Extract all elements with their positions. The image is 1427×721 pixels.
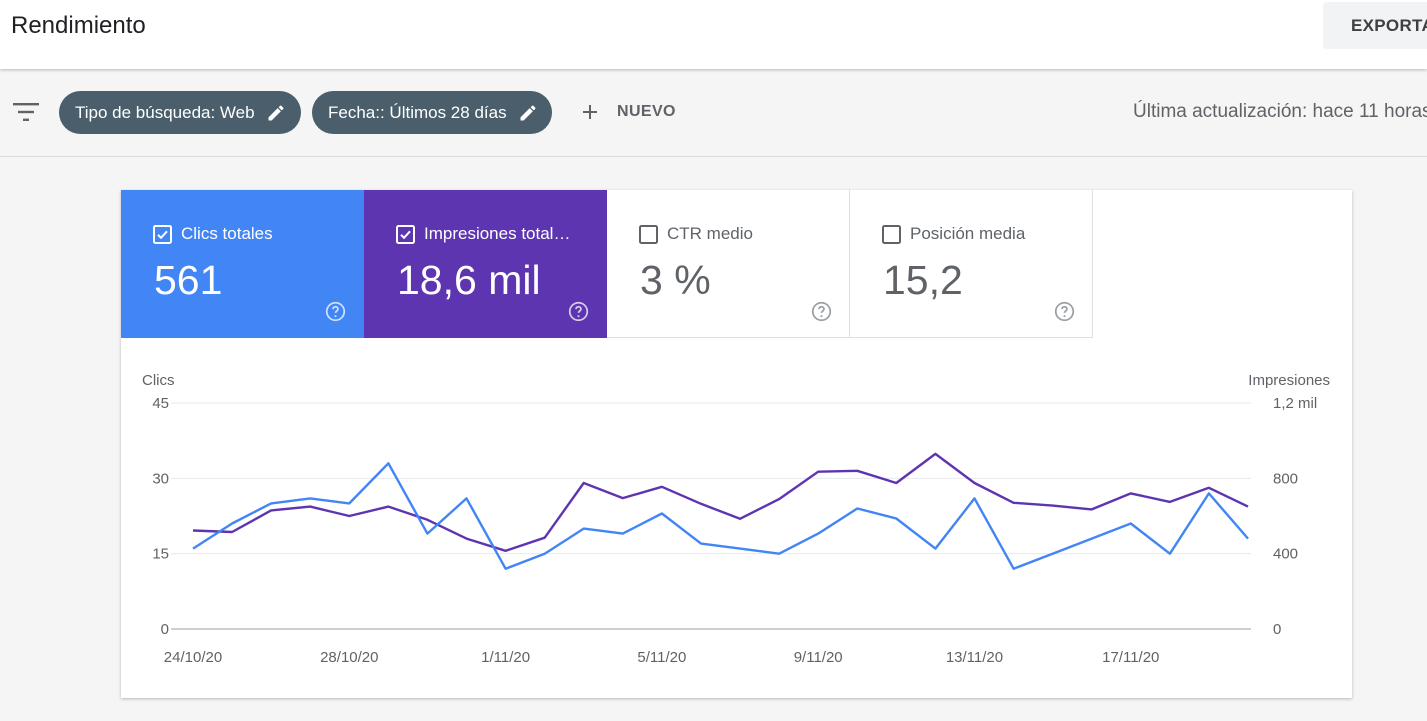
- metric-label: Posición media: [910, 224, 1026, 243]
- x-tick-label: 9/11/20: [794, 649, 843, 666]
- y2-axis-title: Impresiones: [1248, 372, 1330, 389]
- export-label: EXPORTAR: [1351, 15, 1427, 35]
- checkbox-checked-icon[interactable]: [396, 224, 415, 244]
- y2-tick-label: 1,2 mil: [1273, 395, 1317, 412]
- x-tick-label: 13/11/20: [946, 649, 1003, 666]
- help-icon[interactable]: [568, 301, 589, 322]
- performance-card: Clics totales 561 Impresiones total… 18,…: [121, 190, 1352, 698]
- metric-header: Impresiones total…: [396, 224, 570, 244]
- metric-header: Clics totales: [153, 224, 273, 244]
- impressions-series-line: [192, 452, 1249, 552]
- chip-label: Tipo de búsqueda: Web: [75, 102, 255, 122]
- new-filter-button[interactable]: NUEVO: [578, 100, 676, 124]
- top-header: Rendimiento EXPORTAR: [0, 0, 1427, 69]
- y-tick-label: 45: [152, 395, 169, 412]
- performance-chart[interactable]: Clics Impresiones 0 15 30 45 0 400 800 1,2 mil…: [121, 190, 1352, 698]
- metric-label: CTR medio: [667, 224, 753, 243]
- x-axis-ticks: 24/10/20 28/10/20 1/11/20 5/11/20 9/11/20 13/…: [164, 649, 1160, 666]
- pencil-icon: [520, 104, 536, 120]
- metric-total-clicks[interactable]: Clics totales 561: [121, 190, 364, 338]
- metric-label: Clics totales: [181, 224, 273, 243]
- checkbox-unchecked-icon[interactable]: [639, 224, 658, 244]
- date-filter-chip[interactable]: Fecha:: Últimos 28 días: [312, 91, 552, 134]
- search-type-filter-chip[interactable]: Tipo de búsqueda: Web: [59, 91, 301, 134]
- x-tick-label: 24/10/20: [164, 649, 222, 666]
- metric-total-impressions[interactable]: Impresiones total… 18,6 mil: [364, 190, 607, 338]
- metric-average-position[interactable]: Posición media 15,2: [850, 190, 1093, 338]
- checkbox-checked-icon[interactable]: [153, 224, 172, 244]
- checkbox-unchecked-icon[interactable]: [882, 224, 901, 244]
- y-tick-label: 0: [161, 621, 169, 638]
- chart-grid: [171, 402, 1251, 630]
- x-tick-label: 5/11/20: [637, 649, 686, 666]
- x-tick-label: 28/10/20: [320, 649, 378, 666]
- help-icon[interactable]: [811, 301, 832, 322]
- y2-axis-ticks: 0 400 800 1,2 mil: [1273, 395, 1317, 638]
- clicks-series-line: [192, 462, 1249, 570]
- chart-series: [192, 452, 1249, 570]
- page-title: Rendimiento: [11, 12, 146, 39]
- metric-header: CTR medio: [639, 224, 753, 244]
- help-icon[interactable]: [1054, 301, 1075, 322]
- export-button[interactable]: EXPORTAR: [1323, 2, 1427, 49]
- metric-value: 18,6 mil: [397, 257, 541, 303]
- filter-bar: Tipo de búsqueda: Web Fecha:: Últimos 28…: [0, 70, 1427, 157]
- metric-value: 561: [154, 257, 223, 303]
- y-axis-ticks: 0 15 30 45: [152, 395, 169, 638]
- metric-value: 15,2: [883, 257, 963, 303]
- y-tick-label: 15: [152, 546, 169, 563]
- y2-tick-label: 800: [1273, 470, 1298, 487]
- y2-tick-label: 0: [1273, 621, 1281, 638]
- metric-average-ctr[interactable]: CTR medio 3 %: [607, 190, 850, 338]
- pencil-icon: [268, 104, 284, 120]
- y2-tick-label: 400: [1273, 546, 1298, 563]
- metric-label: Impresiones total…: [424, 224, 571, 243]
- filter-list-icon[interactable]: [13, 101, 39, 123]
- x-tick-label: 1/11/20: [481, 649, 530, 666]
- metric-value: 3 %: [640, 257, 711, 303]
- y-axis-title: Clics: [142, 372, 175, 389]
- help-icon[interactable]: [325, 301, 346, 322]
- x-tick-label: 17/11/20: [1102, 649, 1159, 666]
- last-update-text: Última actualización: hace 11 horas: [1133, 101, 1427, 122]
- chip-label: Fecha:: Últimos 28 días: [328, 102, 507, 122]
- plus-icon: [583, 105, 597, 119]
- metric-header: Posición media: [882, 224, 1025, 244]
- new-filter-label: NUEVO: [617, 103, 676, 120]
- y-tick-label: 30: [152, 470, 169, 487]
